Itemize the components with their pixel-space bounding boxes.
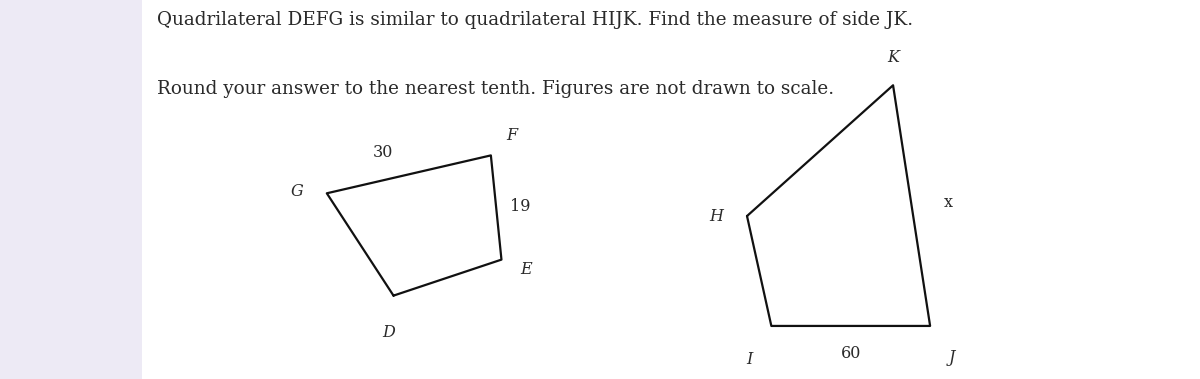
Text: 19: 19 — [510, 198, 530, 215]
Text: 30: 30 — [373, 144, 394, 161]
Text: 60: 60 — [840, 345, 860, 362]
Text: H: H — [709, 208, 724, 224]
Text: G: G — [290, 183, 304, 200]
Text: J: J — [949, 349, 955, 366]
Text: Round your answer to the nearest tenth. Figures are not drawn to scale.: Round your answer to the nearest tenth. … — [157, 80, 835, 97]
Text: E: E — [521, 261, 532, 277]
Text: D: D — [382, 324, 395, 341]
Text: x: x — [944, 194, 953, 211]
Text: I: I — [746, 351, 752, 368]
Text: K: K — [887, 49, 899, 66]
Text: F: F — [506, 127, 518, 144]
Text: Quadrilateral DEFG is similar to quadrilateral HIJK. Find the measure of side JK: Quadrilateral DEFG is similar to quadril… — [157, 11, 913, 29]
